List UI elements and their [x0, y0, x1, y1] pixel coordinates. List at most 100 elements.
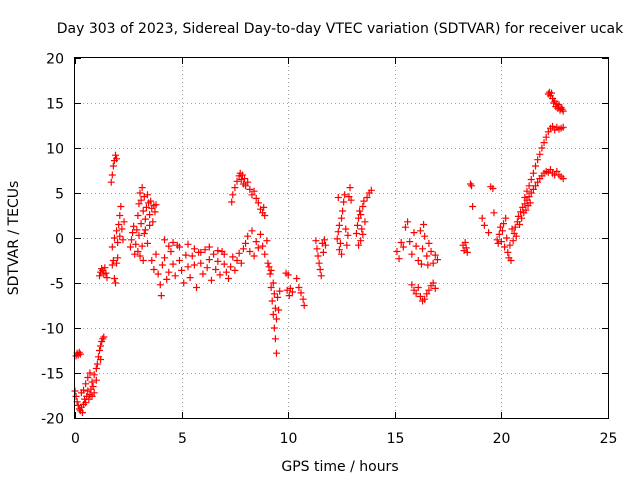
data-point: [421, 295, 429, 303]
data-point: [355, 214, 363, 222]
data-point: [397, 239, 405, 246]
data-point: [544, 128, 552, 136]
data-point: [107, 178, 115, 186]
data-point: [237, 259, 245, 267]
data-point: [469, 203, 477, 210]
data-point: [110, 275, 118, 282]
data-point: [134, 212, 142, 219]
data-point: [110, 234, 118, 242]
data-point: [478, 214, 486, 222]
data-point: [197, 259, 205, 267]
data-point: [175, 257, 183, 264]
data-point: [319, 248, 327, 256]
data-point: [414, 257, 422, 264]
data-point: [97, 356, 105, 363]
data-point: [216, 271, 224, 279]
data-point: [97, 342, 105, 350]
data-point: [346, 184, 354, 192]
y-axis-label: SDTVAR / TECUs: [6, 181, 22, 296]
data-point: [507, 257, 515, 264]
data-point: [529, 169, 537, 177]
data-point: [108, 243, 116, 251]
data-point: [108, 171, 116, 179]
data-point: [84, 374, 92, 381]
data-point: [344, 231, 352, 239]
data-point: [250, 187, 258, 195]
data-point: [356, 207, 364, 215]
data-point: [118, 225, 126, 233]
data-point: [425, 239, 433, 247]
data-point: [116, 232, 124, 240]
data-point: [553, 167, 561, 175]
data-point: [421, 232, 429, 240]
data-point: [357, 237, 365, 245]
data-point: [163, 275, 171, 283]
y-tick-label: 10: [46, 142, 64, 158]
data-point: [146, 211, 154, 219]
data-point: [182, 251, 190, 259]
data-point: [559, 107, 567, 115]
data-point: [89, 383, 97, 390]
data-point: [461, 239, 469, 246]
data-point: [120, 218, 128, 226]
data-point: [233, 177, 241, 185]
data-point: [347, 196, 355, 204]
data-point: [466, 180, 474, 188]
data-point: [141, 215, 149, 223]
data-point: [235, 249, 243, 257]
data-point: [116, 212, 124, 219]
data-point: [169, 239, 177, 246]
data-point: [260, 203, 268, 211]
data-point: [406, 238, 414, 246]
data-point: [186, 274, 194, 282]
data-point: [503, 234, 511, 242]
data-point: [244, 232, 252, 240]
x-tick-label: 5: [178, 431, 187, 447]
data-point: [345, 193, 353, 201]
data-point: [521, 194, 529, 201]
data-point: [82, 399, 90, 407]
data-point: [82, 380, 90, 388]
data-point: [416, 227, 424, 235]
data-point: [272, 315, 280, 323]
data-point: [295, 284, 303, 291]
x-tick-label: 20: [493, 431, 511, 447]
data-point: [269, 279, 277, 287]
data-point: [433, 256, 441, 264]
data-point: [248, 227, 256, 235]
data-point: [274, 293, 282, 301]
data-point: [425, 286, 433, 294]
data-point: [256, 230, 264, 238]
data-point: [343, 241, 351, 249]
data-point: [137, 196, 145, 204]
data-point: [138, 242, 146, 250]
data-point: [361, 218, 369, 226]
data-point: [238, 171, 246, 179]
data-point: [114, 239, 122, 246]
data-point: [134, 248, 142, 255]
data-point: [536, 150, 544, 158]
data-point: [101, 264, 109, 272]
data-point: [494, 239, 502, 247]
data-point: [335, 246, 343, 254]
data-point: [184, 263, 192, 271]
data-point: [88, 392, 96, 400]
data-point: [431, 284, 439, 292]
data-point: [525, 182, 533, 190]
data-point: [167, 248, 175, 255]
data-point: [509, 237, 517, 245]
data-point: [272, 349, 280, 357]
data-point: [92, 365, 100, 372]
data-point: [412, 242, 420, 250]
data-point: [156, 281, 164, 289]
data-point: [109, 162, 117, 170]
data-point: [142, 203, 150, 211]
data-point: [137, 220, 145, 228]
data-point: [148, 257, 156, 264]
data-point: [463, 248, 471, 256]
data-point: [340, 198, 348, 206]
data-point: [538, 144, 546, 152]
data-point: [315, 259, 323, 267]
data-point: [269, 311, 277, 318]
